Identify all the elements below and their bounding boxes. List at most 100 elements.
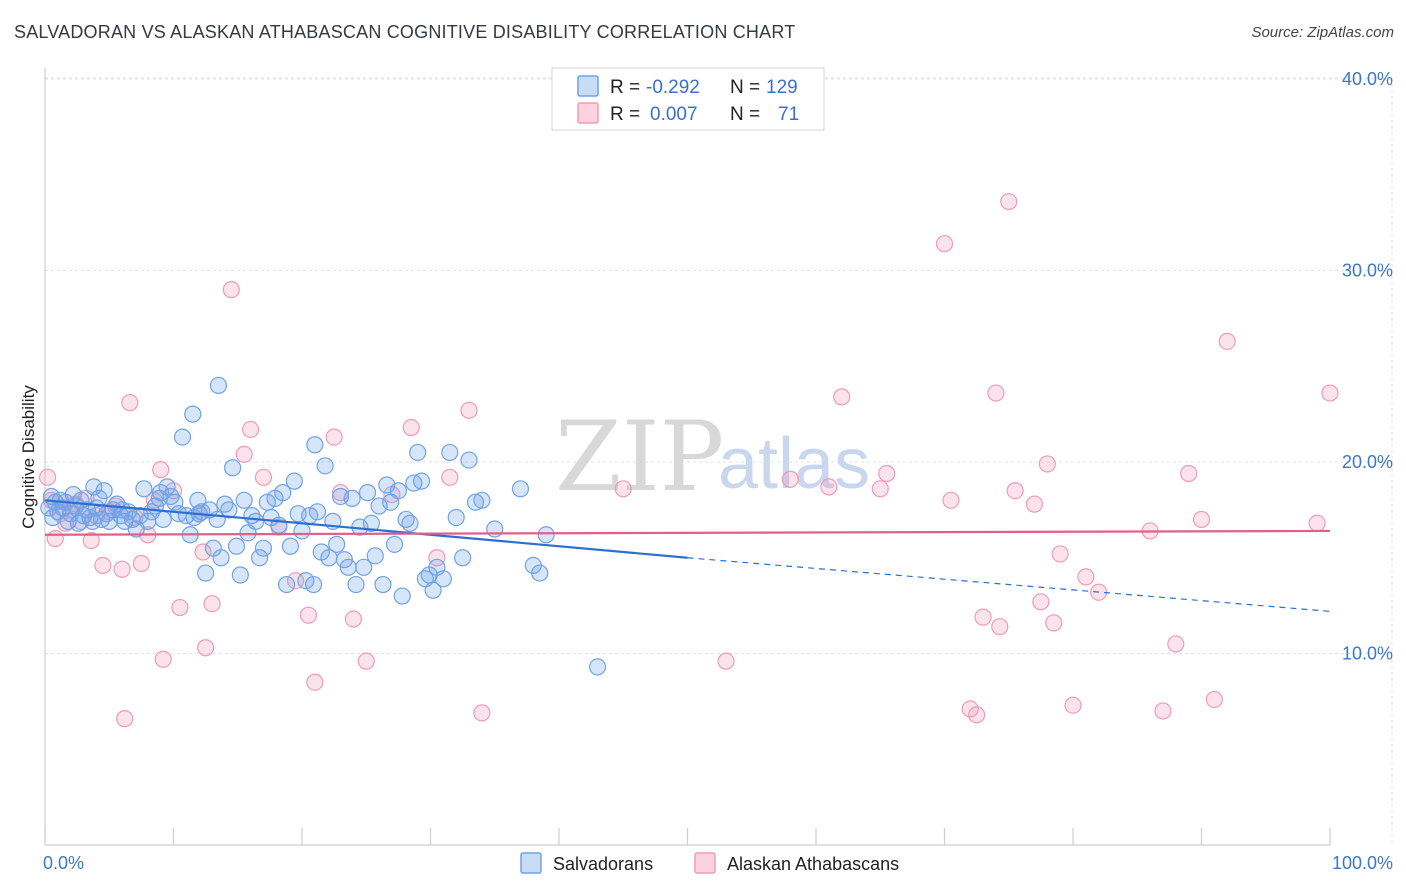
salvadoran-point [297, 572, 315, 590]
x-tick-label-min: 0.0% [43, 853, 84, 873]
y-tick-labels: 10.0% 20.0% 30.0% 40.0% [1342, 69, 1393, 664]
trend-lines [44, 499, 1331, 612]
athabascan-point [1032, 593, 1050, 611]
salvadoran-point [85, 478, 103, 496]
salvadoran-point [306, 436, 324, 454]
y-tick-label-1: 20.0% [1342, 452, 1393, 472]
series-athabascans-points [38, 192, 1339, 728]
salvadoran-point [424, 581, 442, 599]
athabascan-point [357, 652, 375, 670]
trend-line-athabascans [44, 529, 1331, 536]
athabascan-point [1006, 482, 1024, 500]
athabascan-point [833, 388, 851, 406]
athabascan-point [1051, 545, 1069, 563]
salvadoran-point [316, 457, 334, 475]
salvadoran-point [409, 443, 427, 462]
salvadoran-point [339, 558, 357, 576]
watermark: ZIP atlas [555, 401, 870, 513]
athabascan-point [325, 428, 343, 446]
legend-r-label-2: R = [610, 104, 640, 125]
legend-box: R = -0.292 N = 129 R = 0.007 N = 71 [551, 67, 825, 131]
athabascan-point [781, 470, 799, 488]
athabascan-point [194, 543, 212, 561]
watermark-zip: ZIP [555, 401, 724, 513]
athabascan-point [152, 461, 170, 479]
salvadoran-point [466, 493, 485, 511]
salvadoran-point [389, 482, 407, 500]
legend-n-label-1: N = [730, 77, 760, 98]
series-salvadorans-points [40, 376, 607, 676]
y-tick-label-2: 30.0% [1342, 261, 1393, 281]
athabascan-point [1154, 702, 1172, 720]
legend-n-value-1: 129 [766, 77, 798, 98]
salvadoran-point [385, 535, 404, 553]
athabascan-point [1045, 614, 1063, 632]
trend-line-salvadorans-extrapolated [687, 557, 1331, 612]
athabascan-point [235, 445, 253, 463]
salvadoran-point [135, 480, 153, 498]
salvadoran-point [537, 526, 555, 544]
bottom-legend-swatch-athabascans [694, 852, 716, 874]
athabascan-point [1308, 514, 1326, 532]
salvadoran-point [308, 503, 327, 521]
athabascan-point [942, 491, 960, 509]
legend-r-value-1: -0.292 [646, 77, 700, 98]
salvadoran-point [113, 501, 131, 519]
athabascan-point [991, 618, 1009, 636]
salvadoran-point [154, 510, 172, 529]
salvadoran-point [401, 514, 419, 532]
salvadoran-point [412, 472, 431, 490]
salvadoran-point [281, 537, 300, 555]
athabascan-point [38, 468, 57, 486]
athabascan-point [1205, 690, 1223, 709]
salvadoran-point [212, 549, 230, 567]
salvadoran-point [347, 575, 365, 594]
watermark-atlas: atlas [718, 424, 870, 504]
athabascan-point [154, 650, 172, 668]
athabascan-point [222, 281, 240, 299]
athabascan-point [441, 468, 459, 486]
salvadoran-point [152, 484, 170, 502]
athabascan-point [878, 464, 896, 483]
athabascan-point [1064, 696, 1082, 714]
salvadoran-point [254, 539, 273, 557]
athabascan-point [614, 480, 632, 498]
bottom-legend: Salvadorans Alaskan Athabascans [520, 852, 899, 874]
salvadoran-point [197, 564, 215, 582]
salvadoran-point [304, 575, 323, 594]
athabascan-point [1038, 455, 1056, 473]
salvadoran-point [511, 480, 530, 498]
salvadoran-point [358, 484, 377, 502]
y-axis-label: Cognitive Disability [19, 385, 38, 529]
athabascan-point [132, 554, 150, 573]
trend-line-salvadorans [44, 499, 688, 559]
athabascan-point [116, 710, 134, 728]
salvadoran-point [393, 587, 411, 605]
salvadoran-point [454, 549, 472, 567]
salvadoran-point [362, 514, 380, 532]
salvadoran-point [173, 428, 192, 446]
salvadoran-point [227, 537, 246, 555]
athabascan-point [961, 700, 979, 718]
salvadoran-point [434, 570, 452, 588]
salvadoran-point [270, 516, 288, 534]
athabascan-point [242, 420, 260, 439]
athabascan-point [717, 652, 735, 670]
salvadoran-point [531, 564, 549, 582]
salvadoran-point [184, 405, 202, 423]
bottom-legend-swatch-salvadorans [520, 852, 542, 874]
salvadoran-point [343, 489, 361, 507]
athabascan-point [974, 608, 992, 626]
athabascan-point [299, 606, 318, 624]
athabascan-point [171, 598, 189, 617]
y-tick-label-3: 40.0% [1342, 69, 1393, 89]
salvadoran-point [220, 501, 238, 519]
athabascan-point [344, 610, 362, 628]
athabascan-point [968, 706, 986, 724]
athabascan-point [871, 480, 889, 498]
athabascan-point [306, 673, 324, 691]
athabascan-point [460, 401, 478, 419]
salvadoran-point [441, 443, 459, 462]
bottom-legend-label-athabascans: Alaskan Athabascans [727, 854, 899, 874]
